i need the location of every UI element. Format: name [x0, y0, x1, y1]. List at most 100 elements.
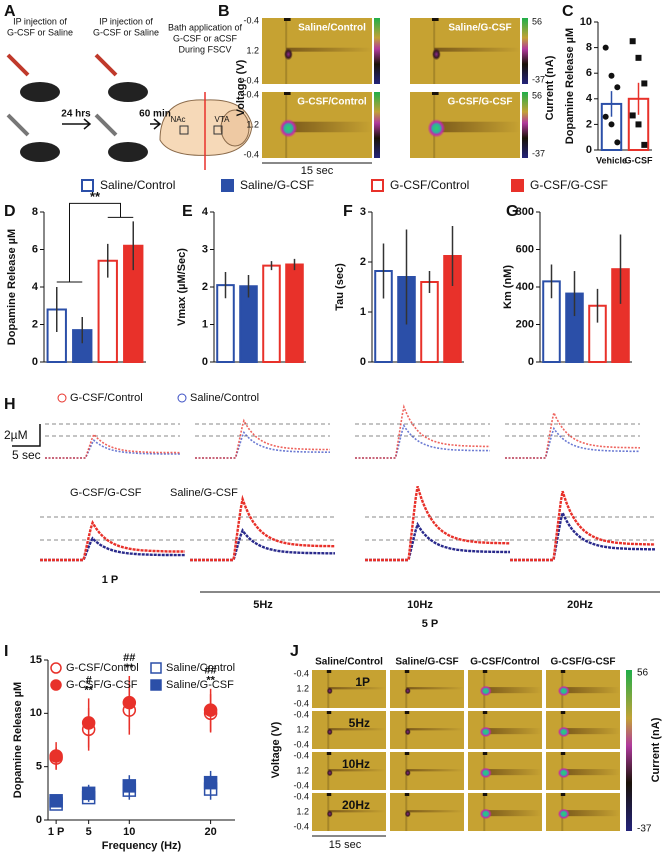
- scale-label: 2µM: [4, 428, 28, 442]
- panel-label: H: [4, 396, 16, 413]
- color-plot: [468, 670, 542, 708]
- legend-swatch: [371, 179, 384, 192]
- significance-bracket: [56, 202, 134, 283]
- label: Bath application of: [168, 22, 243, 32]
- color-plot-spot: [479, 767, 492, 779]
- data-point: [608, 121, 615, 128]
- color-plot-cap: [482, 752, 488, 755]
- colorbar: [522, 18, 528, 84]
- x-tick-label: 20: [204, 826, 216, 838]
- bar: [239, 285, 258, 363]
- color-plot: [262, 92, 372, 158]
- y-tick-label: -0.4: [243, 75, 259, 85]
- color-plot: [312, 670, 386, 708]
- color-plot-spot: [404, 728, 411, 736]
- legend-marker: [57, 393, 67, 403]
- color-plot-streak: [434, 121, 520, 133]
- column-title: Saline/Control: [315, 657, 383, 668]
- mouse: [108, 142, 148, 162]
- x-tick-label: Vehicle: [596, 155, 627, 165]
- color-plot-cap: [482, 670, 488, 673]
- legend-marker: [177, 393, 187, 403]
- data-point: [608, 72, 615, 79]
- plot-title: G-CSF/G-CSF: [448, 97, 513, 108]
- color-plot-spot: [557, 808, 570, 820]
- label: Voltage (V): [235, 59, 247, 116]
- color-plot-spot: [479, 685, 492, 697]
- color-plot-cap: [404, 670, 410, 673]
- color-plot-spot: [404, 687, 411, 695]
- color-plot: [546, 752, 620, 790]
- legend-swatch: [81, 179, 94, 192]
- panel-label: E: [182, 203, 193, 220]
- trace: [505, 426, 640, 459]
- bar: [285, 263, 304, 363]
- label: IP injection of: [99, 16, 153, 26]
- panel-label: F: [343, 203, 353, 220]
- color-plot-streak: [484, 728, 542, 735]
- color-plot: [312, 711, 386, 749]
- color-plot: [468, 752, 542, 790]
- panel-label: J: [290, 643, 299, 660]
- color-plot-spot: [432, 48, 441, 61]
- color-plot-spot: [479, 808, 492, 820]
- label: NAc: [170, 115, 185, 124]
- schematic: [6, 53, 253, 170]
- annotation: ##: [123, 652, 135, 664]
- annotation: **: [206, 675, 215, 687]
- color-plot-spot: [326, 769, 333, 777]
- y-tick-label: -0.4: [293, 750, 309, 760]
- color-plot-cap: [560, 711, 566, 714]
- label: Vmax (µM/Sec): [176, 248, 188, 326]
- color-plot-cap: [432, 92, 439, 95]
- cerebellum: [220, 109, 250, 147]
- y-tick-label: 6: [586, 67, 592, 79]
- mouse: [108, 82, 148, 102]
- panel-label: B: [218, 3, 230, 20]
- color-plot-cap: [560, 670, 566, 673]
- panel-label: G: [506, 203, 518, 220]
- y-tick-label: -0.4: [243, 15, 259, 25]
- y-tick-label: 0: [36, 814, 42, 826]
- colorbar: [522, 92, 528, 158]
- marker: [122, 779, 137, 793]
- color-plot-cap: [560, 793, 566, 796]
- color-plot: [262, 18, 372, 84]
- y-tick-label: 5: [36, 761, 42, 773]
- color-plot-streak: [484, 687, 542, 694]
- legend-marker: [150, 662, 162, 674]
- colorbar-label: 56: [637, 668, 649, 679]
- condition-label: 5Hz: [253, 599, 273, 611]
- condition-label: 20Hz: [567, 599, 593, 611]
- color-plot: [390, 670, 464, 708]
- label: VTA: [215, 115, 231, 124]
- trace: [510, 490, 655, 562]
- colorbar: [374, 18, 380, 84]
- y-tick-label: 2: [360, 256, 366, 268]
- color-plot: [468, 711, 542, 749]
- color-plot-cap: [284, 18, 291, 21]
- trace: [505, 410, 640, 459]
- panel-label: C: [562, 3, 574, 20]
- label: Dopamine Release µM: [12, 682, 24, 798]
- y-tick-label: 0: [528, 356, 534, 368]
- data-point: [602, 44, 609, 51]
- color-plot-streak: [406, 769, 464, 772]
- color-plot-cap: [326, 670, 332, 673]
- y-tick-label: -0.4: [293, 780, 309, 790]
- column-title: Saline/G-CSF: [395, 657, 458, 668]
- syringe: [94, 113, 118, 137]
- color-plot-streak: [328, 810, 386, 813]
- row-label: 5Hz: [349, 716, 370, 730]
- group-label: 5 P: [422, 618, 439, 630]
- color-plot-spot: [284, 48, 293, 61]
- legend-label: Saline/G-CSF: [240, 178, 314, 192]
- y-tick-label: 3: [202, 243, 208, 255]
- label: G-CSF or aCSF: [173, 33, 238, 43]
- color-plot-cap: [326, 711, 332, 714]
- color-plot: [390, 711, 464, 749]
- legend-label: Saline/Control: [100, 178, 175, 192]
- legend-marker: [50, 662, 62, 674]
- y-tick-label: -0.4: [293, 698, 309, 708]
